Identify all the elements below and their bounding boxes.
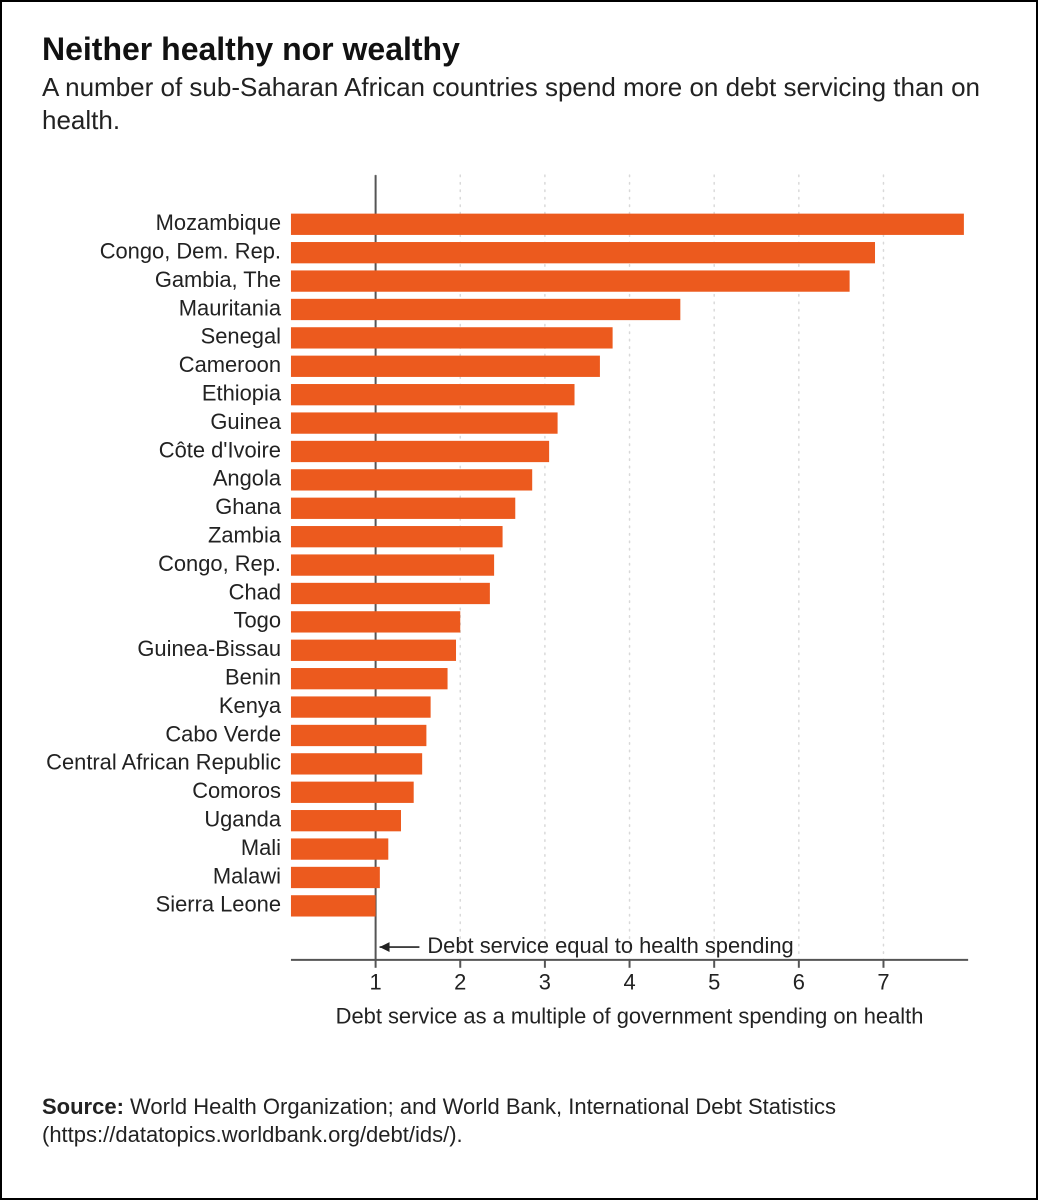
x-tick-label: 6 xyxy=(793,970,805,995)
bar xyxy=(291,555,494,576)
bar xyxy=(291,810,401,831)
source-line: Source: World Health Organization; and W… xyxy=(42,1093,998,1150)
bar xyxy=(291,839,388,860)
y-category-label: Comoros xyxy=(192,778,281,803)
y-category-label: Mozambique xyxy=(156,210,281,235)
annotation-arrow-head xyxy=(380,942,390,952)
y-category-label: Cabo Verde xyxy=(165,721,281,746)
bar xyxy=(291,469,532,490)
y-category-label: Malawi xyxy=(213,863,281,888)
y-category-label: Congo, Dem. Rep. xyxy=(100,239,281,264)
bar xyxy=(291,498,515,519)
y-category-label: Guinea-Bissau xyxy=(137,636,281,661)
y-category-label: Congo, Rep. xyxy=(158,551,281,576)
x-tick-label: 5 xyxy=(708,970,720,995)
y-category-label: Gambia, The xyxy=(155,267,281,292)
bar xyxy=(291,753,422,774)
bar xyxy=(291,668,448,689)
y-category-label: Ghana xyxy=(215,494,282,519)
y-category-label: Togo xyxy=(234,608,281,633)
bar xyxy=(291,356,600,377)
y-category-label: Mali xyxy=(241,835,281,860)
x-axis-title: Debt service as a multiple of government… xyxy=(336,1004,924,1029)
bar-chart: 1 2 3 4 5 6 7 Mozambique Congo, Dem. Rep. Gambia,… xyxy=(42,142,998,1071)
y-category-label: Benin xyxy=(225,665,281,690)
y-category-label: Chad xyxy=(229,579,281,604)
y-category-label: Ethiopia xyxy=(202,381,282,406)
bar xyxy=(291,214,964,235)
y-category-label: Central African Republic xyxy=(46,750,281,775)
x-tick-label: 2 xyxy=(454,970,466,995)
bar xyxy=(291,271,850,292)
y-category-label: Uganda xyxy=(204,807,282,832)
bar xyxy=(291,725,426,746)
y-category-label: Kenya xyxy=(219,693,282,718)
bar xyxy=(291,299,680,320)
bar xyxy=(291,384,575,405)
bar xyxy=(291,640,456,661)
y-category-label: Sierra Leone xyxy=(156,892,281,917)
bar xyxy=(291,526,503,547)
bar xyxy=(291,611,460,632)
chart-area: 1 2 3 4 5 6 7 Mozambique Congo, Dem. Rep. Gambia,… xyxy=(42,142,998,1071)
x-tick-label: 3 xyxy=(539,970,551,995)
chart-subtitle: A number of sub-Saharan African countrie… xyxy=(42,71,998,136)
bar xyxy=(291,327,613,348)
source-text: World Health Organization; and World Ban… xyxy=(42,1094,836,1148)
y-category-label: Mauritania xyxy=(179,295,282,320)
bar xyxy=(291,242,875,263)
y-category-label: Guinea xyxy=(210,409,281,434)
x-tick-label: 7 xyxy=(877,970,889,995)
y-category-label: Côte d'Ivoire xyxy=(159,437,281,462)
bar xyxy=(291,413,558,434)
y-category-label: Senegal xyxy=(201,324,281,349)
bar xyxy=(291,441,549,462)
y-category-label: Zambia xyxy=(208,523,282,548)
annotation-text: Debt service equal to health spending xyxy=(427,933,793,958)
chart-title: Neither healthy nor wealthy xyxy=(42,32,998,67)
bar xyxy=(291,782,414,803)
bar xyxy=(291,583,490,604)
x-tick-label: 4 xyxy=(623,970,635,995)
y-category-label: Cameroon xyxy=(179,352,281,377)
y-category-label: Angola xyxy=(213,466,282,491)
x-tick-label: 1 xyxy=(370,970,382,995)
bar xyxy=(291,895,376,916)
bar xyxy=(291,697,431,718)
chart-frame: Neither healthy nor wealthy A number of … xyxy=(0,0,1038,1200)
bar xyxy=(291,867,380,888)
source-label: Source: xyxy=(42,1094,124,1119)
